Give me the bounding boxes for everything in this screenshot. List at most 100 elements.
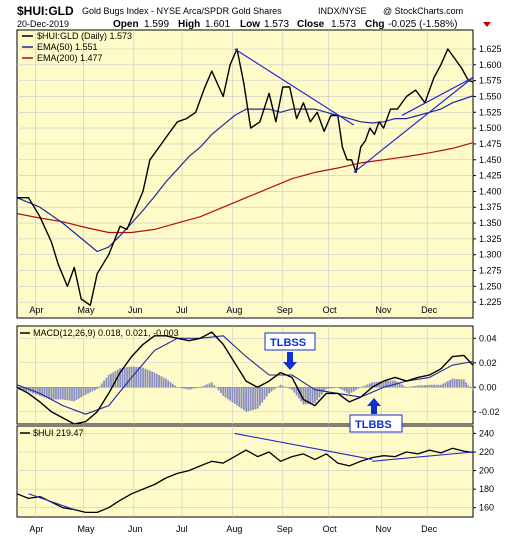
hui-y-tick-label: 160 bbox=[479, 503, 494, 513]
hui-panel: 160 180 200 220 240 bbox=[16, 425, 494, 518]
macd-histogram-bar bbox=[288, 387, 291, 389]
macd-histogram-bar bbox=[135, 366, 138, 388]
macd-histogram-bar bbox=[16, 387, 18, 390]
macd-histogram-bar bbox=[316, 387, 319, 401]
tlbbs-label: TLBBS bbox=[355, 419, 392, 431]
macd-histogram-bar bbox=[187, 387, 190, 390]
macd-histogram-bar bbox=[66, 387, 69, 401]
macd-histogram-bar bbox=[220, 387, 222, 394]
x-tick-label: Apr bbox=[29, 305, 43, 315]
macd-histogram-bar bbox=[339, 387, 341, 389]
chart-exchange: INDX/NYSE bbox=[318, 6, 367, 16]
macd-histogram-bar bbox=[387, 380, 390, 388]
macd-histogram-bar bbox=[123, 367, 126, 388]
macd-histogram-bar bbox=[460, 379, 463, 388]
macd-histogram-bar bbox=[465, 382, 468, 388]
macd-plot-area bbox=[16, 325, 474, 425]
macd-histogram-bar bbox=[68, 387, 71, 401]
price-y-tick-label: 1.400 bbox=[479, 186, 502, 196]
hui-line bbox=[16, 447, 474, 514]
price-panel: 1.225 1.250 1.275 1.300 1.325 1.350 1.375 1.400… bbox=[16, 29, 502, 319]
macd-histogram-bar bbox=[224, 387, 227, 398]
macd-histogram-bar bbox=[222, 387, 225, 396]
price-y-tick-label: 1.600 bbox=[479, 60, 502, 70]
x-tick-label: Apr bbox=[29, 524, 43, 534]
macd-histogram-bar bbox=[89, 387, 92, 393]
trendline bbox=[401, 76, 474, 116]
stockcharts-credit: @ StockCharts.com bbox=[383, 6, 463, 16]
macd-histogram-bar bbox=[242, 387, 245, 411]
macd-histogram-bar bbox=[59, 387, 62, 400]
macd-histogram-bar bbox=[116, 369, 119, 388]
macd-histogram-bar bbox=[435, 384, 438, 388]
macd-histogram-bar bbox=[453, 378, 456, 388]
price-y-tick-label: 1.275 bbox=[479, 266, 502, 276]
macd-histogram-bar bbox=[185, 387, 188, 390]
macd-histogram-bar bbox=[281, 385, 284, 388]
price-plot-area bbox=[16, 29, 474, 319]
trendline bbox=[234, 48, 355, 126]
x-tick-label: Jun bbox=[128, 305, 143, 315]
hui-y-tick-label: 180 bbox=[479, 484, 494, 494]
macd-histogram-bar bbox=[146, 369, 149, 388]
macd-histogram-bar bbox=[414, 385, 417, 388]
macd-histogram-bar bbox=[52, 387, 55, 400]
macd-histogram-bar bbox=[84, 387, 87, 395]
macd-histogram-bar bbox=[275, 387, 277, 389]
x-tick-label: May bbox=[77, 524, 95, 534]
macd-histogram-bar bbox=[446, 381, 449, 388]
macd-histogram-bar bbox=[231, 387, 234, 403]
down-arrow-icon bbox=[483, 22, 491, 27]
macd-histogram-bar bbox=[34, 387, 37, 395]
macd-histogram-bar bbox=[357, 387, 360, 389]
macd-histogram-bar bbox=[160, 376, 163, 388]
price-y-tick-label: 1.525 bbox=[479, 107, 502, 117]
macd-histogram-bar bbox=[119, 368, 122, 388]
tlbss-label: TLBSS bbox=[270, 337, 306, 349]
macd-legend: MACD(12,26,9) 0.018, 0.021, -0.003 bbox=[20, 328, 179, 338]
macd-histogram-bar bbox=[114, 370, 117, 388]
macd-histogram-bar bbox=[103, 380, 105, 388]
legend-macd: MACD(12,26,9) 0.018, 0.021, -0.003 bbox=[33, 328, 179, 338]
macd-histogram-bar bbox=[307, 387, 309, 404]
price-y-tick-label: 1.625 bbox=[479, 44, 502, 54]
macd-histogram-bar bbox=[279, 384, 282, 388]
macd-histogram-bar bbox=[401, 384, 403, 388]
macd-histogram-bar bbox=[327, 387, 330, 389]
macd-histogram-bar bbox=[192, 387, 195, 389]
price-y-tick-label: 1.225 bbox=[479, 297, 502, 307]
macd-histogram-bar bbox=[245, 387, 248, 412]
macd-histogram-bar bbox=[428, 384, 431, 388]
x-axis-price: Apr May Jun Jul Aug Sep Oct Nov Dec bbox=[29, 305, 437, 315]
macd-histogram-bar bbox=[330, 387, 332, 389]
x-axis-bottom: Apr May Jun Jul Aug Sep Oct Nov Dec bbox=[29, 524, 437, 534]
hui-trendline bbox=[234, 432, 373, 460]
macd-histogram-bar bbox=[380, 381, 383, 388]
macd-histogram-bar bbox=[265, 387, 268, 397]
macd-histogram-bar bbox=[256, 387, 259, 409]
high-value: 1.601 bbox=[205, 19, 230, 30]
macd-histogram-bar bbox=[155, 373, 158, 388]
macd-histogram-bar bbox=[364, 385, 367, 388]
macd-histogram-bar bbox=[440, 384, 442, 388]
x-tick-label: Nov bbox=[375, 305, 392, 315]
close-value: 1.573 bbox=[331, 19, 356, 30]
legend-hui: $HUI 219.47 bbox=[33, 428, 84, 438]
price-y-tick-label: 1.375 bbox=[479, 202, 502, 212]
macd-histogram-bar bbox=[297, 387, 300, 399]
macd-y-tick-label: 0.00 bbox=[479, 382, 497, 392]
macd-histogram-bar bbox=[426, 384, 429, 388]
x-tick-label: Oct bbox=[323, 305, 338, 315]
macd-histogram-bar bbox=[304, 387, 307, 405]
ema200-line bbox=[16, 142, 474, 234]
macd-histogram-bar bbox=[469, 387, 472, 389]
macd-histogram-bar bbox=[71, 387, 73, 401]
macd-histogram-bar bbox=[181, 387, 183, 389]
macd-histogram-bar bbox=[261, 387, 264, 403]
close-label: Close bbox=[297, 19, 325, 30]
macd-histogram-bar bbox=[80, 387, 83, 398]
macd-histogram-bar bbox=[110, 373, 112, 388]
macd-histogram-bar bbox=[458, 379, 461, 388]
macd-histogram-bar bbox=[25, 387, 28, 392]
macd-histogram-bar bbox=[371, 382, 374, 388]
